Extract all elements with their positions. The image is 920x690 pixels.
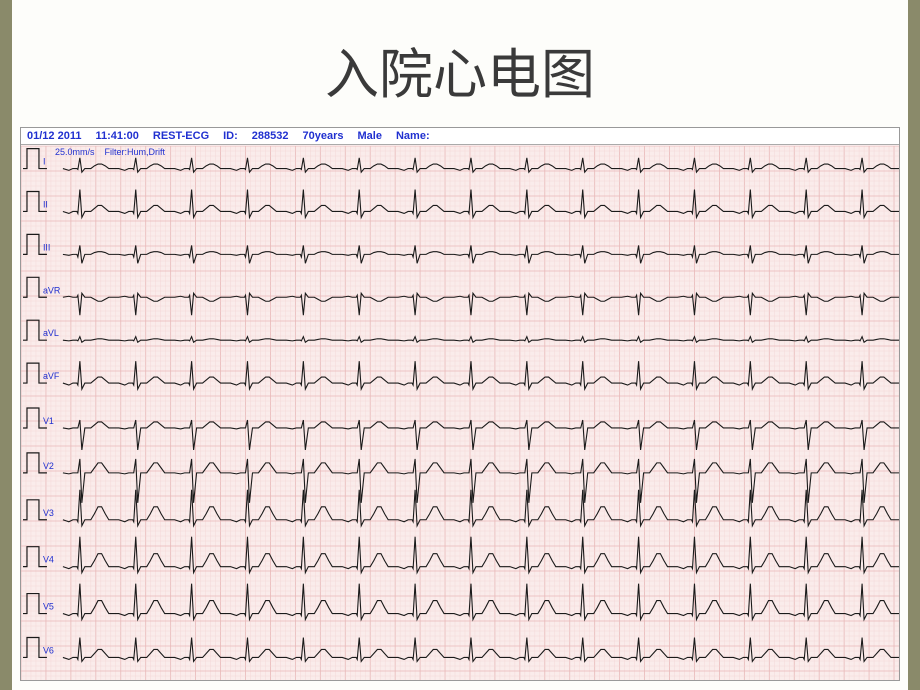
svg-text:V4: V4 — [43, 555, 54, 565]
slide-frame: 入院心电图 01/12 2011 11:41:00 REST-ECG ID: 2… — [0, 0, 920, 690]
svg-text:V1: V1 — [43, 416, 54, 426]
svg-text:III: III — [43, 242, 50, 252]
slide-title: 入院心电图 — [12, 0, 908, 127]
hdr-mode: REST-ECG — [153, 130, 209, 142]
setting-filter: Filter:Hum,Drift — [105, 147, 166, 157]
ecg-header: 01/12 2011 11:41:00 REST-ECG ID: 288532 … — [21, 128, 899, 145]
svg-text:aVR: aVR — [43, 285, 61, 295]
ecg-panel: 01/12 2011 11:41:00 REST-ECG ID: 288532 … — [20, 127, 900, 681]
svg-text:aVL: aVL — [43, 328, 59, 338]
hdr-id-label: ID: — [223, 130, 238, 142]
hdr-time: 11:41:00 — [95, 130, 138, 142]
hdr-age: 70years — [303, 130, 344, 142]
svg-text:V2: V2 — [43, 461, 54, 471]
svg-text:aVF: aVF — [43, 371, 60, 381]
ecg-settings: 25.0mm/s Filter:Hum,Drift — [21, 146, 171, 157]
hdr-sex: Male — [358, 130, 382, 142]
svg-text:I: I — [43, 157, 46, 167]
hdr-date: 01/12 2011 — [27, 130, 81, 142]
svg-text:V5: V5 — [43, 602, 54, 612]
hdr-id-value: 288532 — [252, 130, 289, 142]
svg-text:II: II — [43, 199, 48, 209]
ecg-body: IIIIIIaVRaVLaVFV1V2V3V4V5V6 25.0mm/s Fil… — [21, 146, 899, 680]
svg-text:V3: V3 — [43, 508, 54, 518]
ecg-traces: IIIIIIaVRaVLaVFV1V2V3V4V5V6 — [21, 146, 899, 680]
hdr-name-label: Name: — [396, 130, 430, 142]
svg-text:V6: V6 — [43, 645, 54, 655]
setting-speed: 25.0mm/s — [55, 147, 95, 157]
